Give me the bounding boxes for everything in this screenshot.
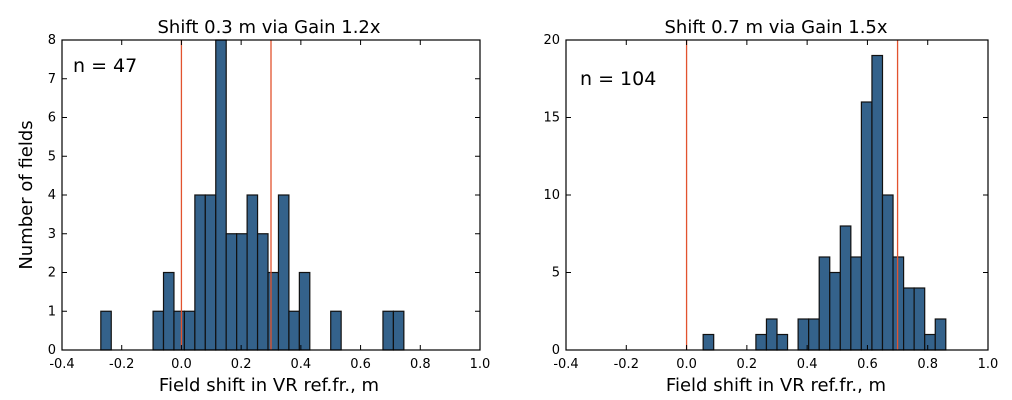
ticks-group: -0.4 -0.2 0.0 0.2 0.4 0.6 0.8 1.0 0 1 2 3 4 5 6 7 8 [48, 33, 491, 372]
histogram-bar-8 [839, 225, 852, 351]
histogram-bar-15 [298, 271, 311, 351]
x-tick-label: 0.0 [171, 357, 192, 372]
histogram-bar-11 [871, 54, 884, 351]
histogram-bar-14 [288, 310, 300, 351]
x-tick-label: 0.8 [917, 357, 938, 372]
y-tick-label: 1 [48, 304, 56, 319]
histogram-bar-13 [277, 194, 290, 351]
histogram-bar-3 [776, 333, 789, 351]
histogram-bar-9 [236, 233, 248, 351]
y-tick-label: 0 [48, 343, 56, 358]
x-tick-label: -0.2 [614, 357, 639, 372]
chart-title: Shift 0.3 m via Gain 1.2x [157, 17, 380, 38]
y-tick-label: 15 [543, 111, 560, 126]
histogram-bar-16 [330, 310, 342, 351]
x-tick-label: -0.2 [109, 357, 134, 372]
y-tick-label: 4 [48, 188, 56, 203]
y-axis-label: Number of fields [16, 120, 37, 269]
histogram-bar-1 [152, 310, 165, 351]
histogram-right: Shift 0.7 m via Gain 1.5x -0.4 -0.2 0.0 0.2… [543, 17, 998, 396]
histogram-bar-11 [256, 233, 269, 351]
x-tick-label: -0.4 [553, 357, 578, 372]
ticks-group: -0.4 -0.2 0.0 0.2 0.4 0.6 0.8 1.0 0 5 10 15 20 [543, 33, 998, 372]
histogram-bar-16 [924, 333, 936, 351]
x-tick-label: 0.6 [857, 357, 878, 372]
x-tick-label: 0.4 [291, 357, 312, 372]
x-tick-label: 1.0 [470, 357, 491, 372]
histogram-bar-17 [934, 318, 947, 351]
x-tick-label: 0.8 [410, 357, 431, 372]
histogram-bar-2 [162, 271, 175, 351]
histogram-bar-18 [392, 310, 405, 351]
x-tick-label: 0.2 [737, 357, 758, 372]
histogram-bar-15 [913, 287, 926, 351]
histogram-bar-1 [755, 333, 768, 351]
histogram-bar-8 [225, 233, 238, 351]
histogram-bar-0 [702, 333, 715, 351]
sample-count-annotation: n = 104 [580, 68, 656, 90]
reference-lines-group [180, 40, 272, 350]
histogram-bar-5 [194, 194, 206, 351]
x-axis-label: Field shift in VR ref.fr., m [666, 375, 886, 396]
histogram-bar-14 [902, 287, 915, 351]
y-tick-label: 0 [552, 343, 560, 358]
histogram-bar-3 [173, 310, 186, 351]
histogram-bar-10 [246, 194, 259, 351]
bars-group [100, 39, 405, 351]
histogram-bar-9 [850, 256, 862, 351]
y-tick-label: 7 [48, 72, 56, 87]
histogram-bar-13 [892, 256, 905, 351]
x-tick-label: -0.4 [49, 357, 74, 372]
histogram-bar-12 [881, 194, 894, 351]
y-tick-label: 2 [48, 266, 56, 281]
x-tick-label: 1.0 [978, 357, 999, 372]
histogram-bar-7 [215, 39, 227, 351]
y-tick-label: 6 [48, 111, 56, 126]
y-tick-label: 20 [543, 33, 560, 48]
histogram-bar-2 [765, 318, 778, 351]
histogram-bar-7 [829, 271, 841, 351]
sample-count-annotation: n = 47 [73, 55, 137, 77]
histogram-bar-6 [818, 256, 831, 351]
y-tick-label: 8 [48, 33, 56, 48]
histogram-bar-12 [267, 271, 280, 351]
x-axis-label: Field shift in VR ref.fr., m [159, 375, 379, 396]
x-tick-label: 0.6 [350, 357, 371, 372]
histogram-bar-6 [204, 194, 217, 351]
histogram-bar-10 [860, 101, 873, 351]
chart-title: Shift 0.7 m via Gain 1.5x [664, 17, 887, 38]
y-tick-label: 10 [543, 188, 560, 203]
y-tick-label: 3 [48, 227, 56, 242]
x-tick-label: 0.2 [231, 357, 252, 372]
histogram-bar-5 [808, 318, 820, 351]
histogram-bar-17 [382, 310, 395, 351]
x-tick-label: 0.0 [676, 357, 697, 372]
bars-group [702, 54, 947, 351]
histogram-left: Shift 0.3 m via Gain 1.2x -0.4 -0.2 0.0 0.2… [16, 17, 490, 396]
reference-lines-group [685, 40, 899, 350]
x-tick-label: 0.4 [797, 357, 818, 372]
y-tick-label: 5 [552, 266, 560, 281]
y-tick-label: 5 [48, 149, 56, 164]
histogram-bar-0 [100, 310, 112, 351]
histogram-bar-4 [183, 310, 196, 351]
